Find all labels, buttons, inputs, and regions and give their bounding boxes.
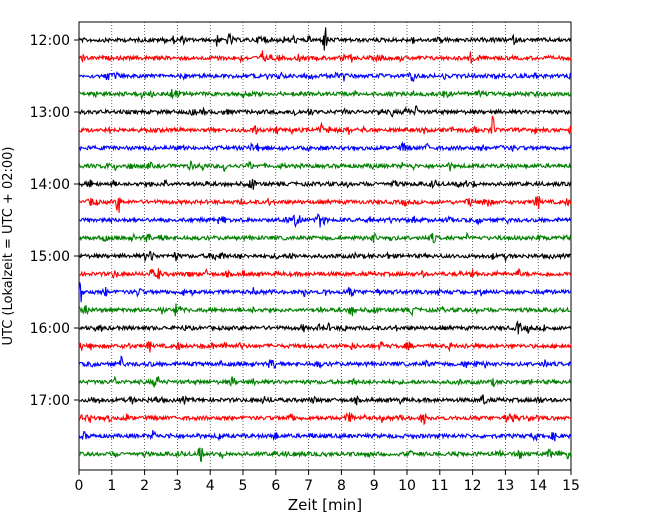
trace-line [78, 105, 572, 118]
x-tick-label: 6 [271, 478, 280, 494]
trace-line [78, 231, 572, 244]
y-axis-label: UTC (Lokalzeit = UTC + 02:00) [1, 147, 16, 346]
y-axis-ticks: 12:00 13:00 14:00 15:00 16:00 17:00 [30, 33, 79, 409]
trace-line [78, 178, 572, 190]
y-tick-label: 14:00 [30, 177, 70, 193]
trace-line [78, 160, 572, 173]
trace-line [78, 303, 572, 318]
x-tick-label: 2 [140, 478, 149, 494]
x-tick-label: 12 [464, 478, 482, 494]
x-tick-label: 5 [239, 478, 248, 494]
x-tick-label: 15 [562, 478, 580, 494]
x-tick-label: 14 [529, 478, 547, 494]
x-axis-label: Zeit [min] [288, 496, 362, 514]
x-tick-label: 3 [173, 478, 182, 494]
trace-line [78, 282, 572, 303]
x-tick-label: 1 [107, 478, 116, 494]
trace-line [78, 195, 572, 213]
trace-line [78, 375, 572, 388]
x-tick-label: 0 [75, 478, 84, 494]
trace-line [78, 70, 572, 82]
grid-lines [111, 22, 539, 470]
x-tick-label: 13 [496, 478, 514, 494]
trace-line [78, 88, 572, 101]
trace-line [78, 267, 572, 280]
trace-line [78, 250, 572, 263]
trace-line [78, 355, 572, 369]
trace-line [78, 412, 572, 426]
x-tick-label: 7 [304, 478, 313, 494]
trace-line [78, 213, 572, 229]
trace-line [78, 394, 572, 406]
trace-line [78, 320, 572, 335]
x-tick-label: 10 [398, 478, 416, 494]
trace-line [78, 141, 572, 152]
trace-line [78, 429, 572, 442]
x-tick-label: 4 [206, 478, 215, 494]
y-tick-label: 13:00 [30, 105, 70, 121]
plot-frame [78, 21, 572, 471]
x-tick-label: 8 [337, 478, 346, 494]
trace-group [78, 27, 572, 463]
trace-line [78, 447, 572, 463]
y-tick-label: 12:00 [30, 33, 70, 49]
y-tick-label: 15:00 [30, 249, 70, 265]
y-tick-label: 16:00 [30, 321, 70, 337]
x-tick-label: 9 [370, 478, 379, 494]
trace-line [78, 340, 572, 353]
y-tick-label: 17:00 [30, 393, 70, 409]
x-tick-label: 11 [431, 478, 449, 494]
trace-line [78, 27, 572, 51]
trace-line [78, 50, 572, 64]
x-axis-ticks: 0 1 2 3 4 5 6 7 8 9 10 11 12 13 14 15 [75, 470, 580, 494]
trace-line [78, 115, 572, 136]
